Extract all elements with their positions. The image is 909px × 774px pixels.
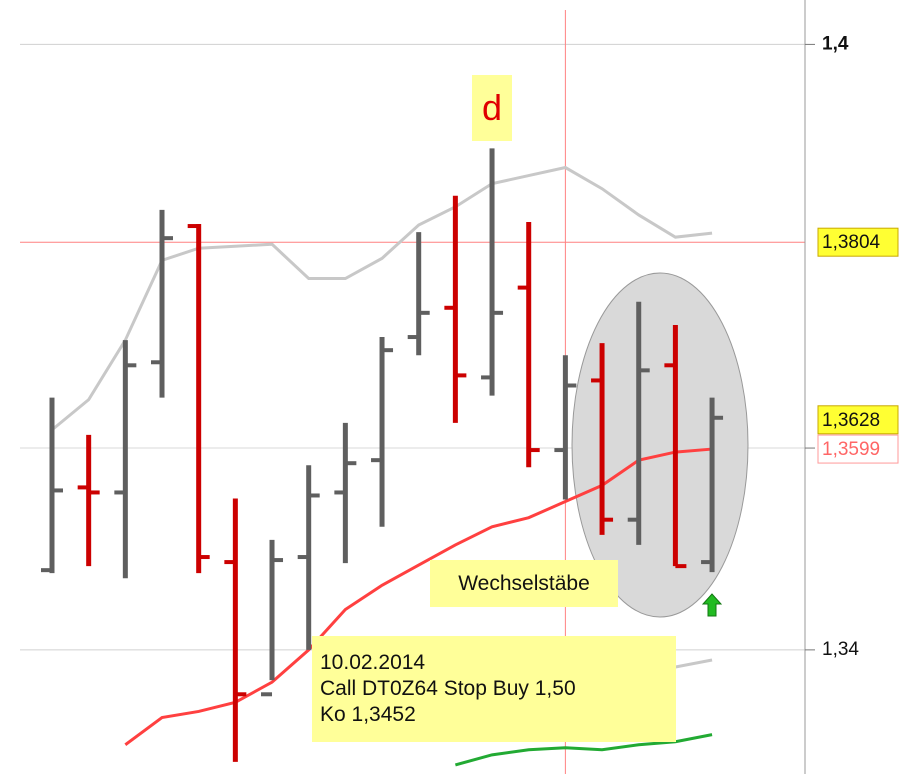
price-marker (817, 434, 899, 464)
annotation-d: d (472, 75, 512, 141)
ohlc-bar (444, 195, 467, 423)
ohlc-bar (297, 465, 320, 650)
ohlc-bar (554, 355, 577, 500)
ohlc-bar (664, 324, 687, 569)
annotation-label: Wechselstäbe (430, 560, 618, 607)
ohlc-bar (517, 222, 540, 468)
y-tick-label: 1,4 (822, 33, 849, 54)
price-marker (817, 405, 899, 435)
ohlc-bar (407, 232, 430, 356)
note-line: Call DT0Z64 Stop Buy 1,50 (320, 677, 576, 700)
up-arrow (701, 593, 723, 617)
highlight-ellipse (571, 272, 749, 618)
price-marker-label: 1,3628 (822, 410, 880, 431)
bars (41, 148, 724, 762)
ohlc-bar (627, 301, 650, 545)
indicator-line (454, 733, 713, 767)
ohlc-bar (187, 224, 210, 574)
note-line: 10.02.2014 (320, 651, 426, 674)
price-marker (817, 227, 899, 257)
ohlc-bar (224, 498, 247, 762)
ohlc-bar (151, 209, 174, 398)
ohlc-bar (481, 148, 504, 396)
ohlc-bar (701, 397, 724, 573)
ohlc-bar (371, 337, 394, 527)
ohlc-bar (77, 434, 100, 567)
y-tick-label: 1,34 (822, 639, 859, 660)
note-box: 10.02.2014 Call DT0Z64 Stop Buy 1,50 Ko … (312, 636, 676, 742)
y-axis: 1,4 1,34 1,3804 1,3628 1,3599 (805, 33, 899, 660)
ohlc-bar (41, 397, 63, 574)
note-line: Ko 1,3452 (320, 703, 416, 726)
price-marker-label: 1,3599 (822, 439, 880, 460)
indicator-line (124, 447, 713, 746)
ohlc-bar (334, 422, 357, 564)
price-marker-label: 1,3804 (822, 232, 881, 253)
ohlc-bar (261, 539, 284, 697)
ohlc-bar (114, 340, 137, 579)
ohlc-bar (591, 343, 614, 535)
